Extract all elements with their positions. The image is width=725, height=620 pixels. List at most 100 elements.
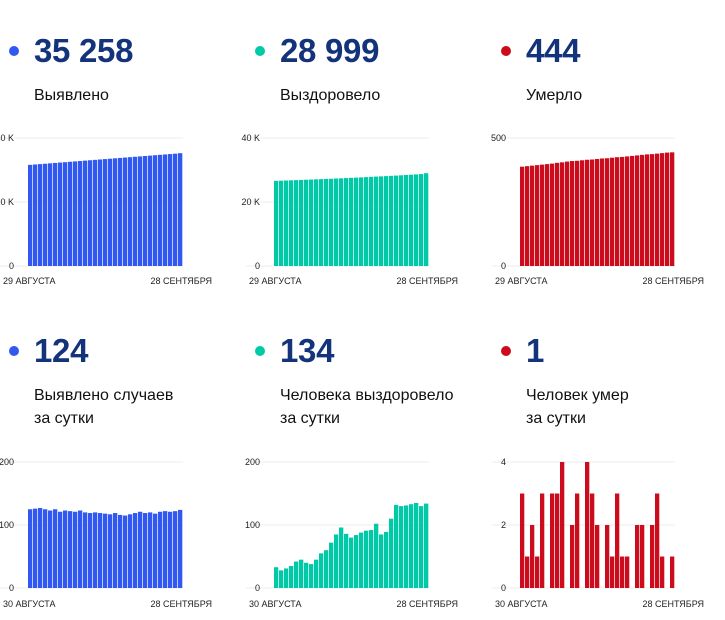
bar <box>83 512 88 588</box>
bar <box>108 158 113 266</box>
y-tick-label: 0 <box>9 261 14 271</box>
bar <box>148 155 153 266</box>
bar <box>98 159 103 266</box>
stat-label: за сутки <box>280 410 340 427</box>
x-start-label: 30 АВГУСТА <box>3 599 56 609</box>
y-tick-label: 200 <box>245 457 260 467</box>
bar <box>309 564 314 588</box>
bar <box>173 153 178 266</box>
bar <box>565 161 570 266</box>
bar <box>63 510 68 588</box>
bar <box>88 513 93 588</box>
y-tick-label: 500 <box>491 133 506 143</box>
bar <box>530 165 535 266</box>
bar <box>560 462 565 588</box>
bar <box>83 160 88 266</box>
stat-label: за сутки <box>34 410 94 427</box>
bar <box>93 512 98 588</box>
bar <box>304 562 309 588</box>
bar <box>530 525 535 588</box>
bar <box>53 509 58 588</box>
bar <box>113 158 118 266</box>
x-end-label: 28 СЕНТЯБРЯ <box>396 599 458 609</box>
bar <box>28 509 33 588</box>
bar <box>314 179 319 266</box>
y-tick-label: 100 <box>0 520 14 530</box>
bar <box>655 493 660 588</box>
bar <box>78 510 83 588</box>
y-tick-label: 40 K <box>0 133 14 143</box>
bar <box>38 507 43 588</box>
series-dot <box>501 46 511 56</box>
bar <box>344 533 349 588</box>
bar <box>605 525 610 588</box>
bar <box>319 179 324 266</box>
x-start-label: 29 АВГУСТА <box>495 276 548 286</box>
bar <box>595 158 600 266</box>
bar <box>590 493 595 588</box>
bar <box>344 178 349 266</box>
bar <box>374 176 379 266</box>
bar <box>555 162 560 266</box>
bar <box>424 503 429 588</box>
bar <box>178 153 183 266</box>
stat-number: 134 <box>280 332 335 369</box>
bar <box>138 156 143 266</box>
bar <box>409 174 414 266</box>
bar <box>349 537 354 588</box>
bar <box>299 179 304 266</box>
bar <box>645 154 650 266</box>
bar <box>354 535 359 588</box>
bar <box>650 154 655 266</box>
y-tick-label: 20 K <box>0 197 14 207</box>
bar <box>158 511 163 588</box>
bar <box>324 178 329 266</box>
bar <box>394 504 399 588</box>
bar <box>550 163 555 266</box>
bar <box>73 511 78 588</box>
bar <box>274 567 279 588</box>
bar <box>525 556 530 588</box>
bar <box>339 178 344 266</box>
y-tick-label: 0 <box>501 583 506 593</box>
stat-number: 1 <box>526 332 545 369</box>
bar <box>284 180 289 266</box>
bar <box>404 174 409 266</box>
bar <box>585 159 590 266</box>
bar <box>660 153 665 266</box>
bar <box>294 561 299 588</box>
bar <box>384 176 389 266</box>
bar <box>128 157 133 266</box>
bar <box>158 154 163 266</box>
bar <box>68 161 73 266</box>
bar <box>354 177 359 266</box>
bar <box>399 175 404 266</box>
y-tick-label: 2 <box>501 520 506 530</box>
y-tick-label: 0 <box>255 583 260 593</box>
bar-chart: 0 20 K 40 K 29 АВГУСТА 28 СЕНТЯБРЯ <box>241 133 458 286</box>
y-tick-label: 0 <box>255 261 260 271</box>
bar <box>314 559 319 588</box>
bar <box>605 158 610 266</box>
bar <box>319 553 324 588</box>
stat-label: Человека выздоровело <box>280 387 454 404</box>
stat-number: 444 <box>526 32 581 69</box>
bar <box>620 156 625 266</box>
bar <box>419 174 424 266</box>
stat-label: Умерло <box>526 87 583 104</box>
series-dot <box>501 346 511 356</box>
stat-label: Выздоровело <box>280 87 381 104</box>
stat-number: 35 258 <box>34 32 134 69</box>
bar <box>33 164 38 266</box>
bar <box>53 162 58 266</box>
x-start-label: 29 АВГУСТА <box>249 276 302 286</box>
y-tick-label: 20 K <box>241 197 260 207</box>
bar <box>329 178 334 266</box>
bar <box>123 157 128 266</box>
bar <box>43 163 48 266</box>
bar <box>133 513 138 588</box>
y-tick-label: 0 <box>9 583 14 593</box>
bar <box>600 158 605 266</box>
bar <box>148 512 153 588</box>
bar <box>173 511 178 588</box>
